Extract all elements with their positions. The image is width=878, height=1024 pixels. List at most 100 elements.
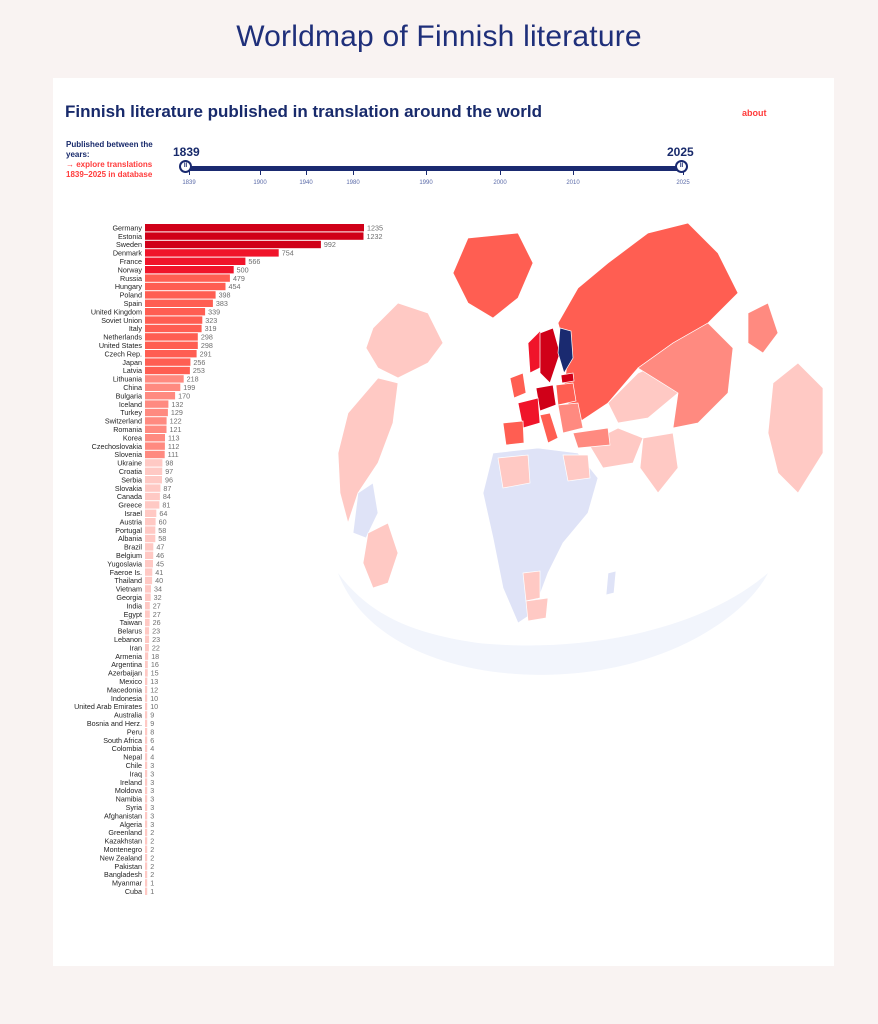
country-japan[interactable] bbox=[747, 302, 779, 354]
bar[interactable] bbox=[145, 812, 148, 820]
bar[interactable] bbox=[145, 870, 148, 879]
bar[interactable] bbox=[145, 224, 364, 232]
bar[interactable] bbox=[145, 635, 150, 643]
bar[interactable] bbox=[145, 543, 154, 551]
bar[interactable] bbox=[145, 375, 184, 383]
bar-row[interactable]: Chile 3 bbox=[126, 761, 155, 770]
bar-row[interactable]: Namibia 3 bbox=[116, 795, 155, 804]
world-map[interactable] bbox=[278, 193, 828, 693]
bar-row[interactable]: Switzerland 122 bbox=[105, 417, 182, 426]
bar-row[interactable]: India 27 bbox=[126, 601, 160, 610]
bar-row[interactable]: Moldova 3 bbox=[115, 786, 154, 795]
bar[interactable] bbox=[145, 392, 176, 400]
bar[interactable] bbox=[145, 593, 151, 601]
bar-row[interactable]: Croatia 97 bbox=[119, 467, 173, 476]
bar-row[interactable]: Azerbaijan 15 bbox=[108, 669, 159, 678]
bar[interactable] bbox=[145, 534, 156, 543]
bar[interactable] bbox=[145, 324, 202, 333]
bar[interactable] bbox=[145, 862, 148, 870]
bar-row[interactable]: Montenegro 2 bbox=[104, 845, 155, 854]
bar[interactable] bbox=[145, 770, 148, 778]
bar-row[interactable]: Russia 479 bbox=[120, 274, 245, 283]
bar[interactable] bbox=[145, 518, 156, 526]
bar[interactable] bbox=[145, 879, 148, 887]
country-china[interactable] bbox=[637, 322, 734, 429]
bar-row[interactable]: Thailand 40 bbox=[114, 576, 163, 585]
country-algeria[interactable] bbox=[497, 454, 531, 489]
country-south-africa[interactable] bbox=[525, 597, 549, 622]
bar-row[interactable]: Iraq 3 bbox=[130, 769, 155, 778]
bar-row[interactable]: Estonia 1232 bbox=[118, 232, 382, 241]
bar-row[interactable]: Afghanistan 3 bbox=[104, 811, 154, 820]
bar-row[interactable]: Slovenia 111 bbox=[114, 450, 178, 459]
bar[interactable] bbox=[145, 686, 148, 694]
bar-row[interactable]: Czech Rep. 291 bbox=[104, 349, 211, 358]
bar[interactable] bbox=[145, 417, 167, 425]
bar-row[interactable]: Vietnam 34 bbox=[116, 585, 162, 594]
bar-row[interactable]: United States 298 bbox=[99, 341, 213, 350]
bar[interactable] bbox=[145, 240, 321, 249]
country-africa-north[interactable] bbox=[482, 447, 599, 624]
bar[interactable] bbox=[145, 694, 148, 702]
bar-row[interactable]: Turkey 129 bbox=[120, 408, 183, 417]
bar[interactable] bbox=[145, 266, 234, 274]
bar[interactable] bbox=[145, 711, 148, 719]
bar-row[interactable]: Bosnia and Herz. 9 bbox=[87, 719, 154, 728]
bar-row[interactable]: Lebanon 23 bbox=[114, 635, 160, 644]
bar[interactable] bbox=[145, 753, 148, 761]
bar[interactable] bbox=[145, 728, 148, 736]
bar[interactable] bbox=[145, 425, 167, 433]
country-united-kingdom[interactable] bbox=[509, 372, 527, 399]
bar-row[interactable]: Armenia 18 bbox=[115, 652, 159, 661]
bar[interactable] bbox=[145, 610, 150, 618]
bar[interactable] bbox=[145, 744, 148, 753]
bar[interactable] bbox=[145, 299, 213, 307]
bar-row[interactable]: Israel 64 bbox=[124, 509, 167, 518]
bar-row[interactable]: Algeria 3 bbox=[120, 820, 155, 829]
bar-row[interactable]: Iceland 132 bbox=[119, 400, 184, 409]
bar-row[interactable]: Lithuania 218 bbox=[113, 375, 199, 384]
country-finland[interactable] bbox=[557, 327, 574, 374]
start-year-handle[interactable]: II bbox=[179, 160, 192, 173]
bar[interactable] bbox=[145, 828, 148, 837]
bar[interactable] bbox=[145, 719, 148, 727]
bar[interactable] bbox=[145, 274, 230, 282]
bar-row[interactable]: Egypt 27 bbox=[124, 610, 161, 619]
bar-row[interactable]: France 566 bbox=[120, 257, 261, 266]
bar[interactable] bbox=[145, 333, 198, 341]
bar[interactable] bbox=[145, 568, 153, 576]
bar[interactable] bbox=[145, 308, 206, 316]
bar-row[interactable]: Austria 60 bbox=[120, 517, 167, 526]
bar-row[interactable]: Romania 121 bbox=[113, 425, 181, 434]
end-year-handle[interactable]: II bbox=[675, 160, 688, 173]
bar-row[interactable]: Serbia 96 bbox=[121, 475, 173, 484]
country-france[interactable] bbox=[517, 397, 541, 429]
bar-row[interactable]: Cuba 1 bbox=[125, 887, 154, 896]
bar-row[interactable]: China 199 bbox=[123, 383, 195, 392]
country-sweden[interactable] bbox=[539, 327, 561, 384]
bar-row[interactable]: Colombia 4 bbox=[112, 744, 155, 753]
bar[interactable] bbox=[145, 820, 148, 828]
bar-row[interactable]: Greenland 2 bbox=[108, 828, 154, 837]
country-india[interactable] bbox=[639, 432, 679, 494]
country-balkans[interactable] bbox=[557, 402, 584, 434]
bar[interactable] bbox=[145, 761, 148, 769]
bar[interactable] bbox=[145, 644, 149, 652]
bar-row[interactable]: Bulgaria 170 bbox=[116, 391, 191, 400]
bar[interactable] bbox=[145, 551, 154, 559]
about-link[interactable]: about bbox=[742, 108, 767, 118]
bar-row[interactable]: United Kingdom 339 bbox=[91, 307, 220, 316]
bar[interactable] bbox=[145, 618, 150, 627]
bar-row[interactable]: United Arab Emirates 10 bbox=[74, 702, 158, 711]
bar-row[interactable]: Kazakhstan 2 bbox=[104, 837, 154, 846]
bar[interactable] bbox=[145, 845, 148, 853]
bar-row[interactable]: Faeroe Is. 41 bbox=[110, 568, 164, 577]
year-range-track[interactable] bbox=[186, 166, 681, 171]
bar[interactable] bbox=[145, 341, 198, 349]
bar-row[interactable]: Korea 113 bbox=[123, 433, 180, 442]
bar-row[interactable]: Norway 500 bbox=[118, 265, 249, 274]
bar-row[interactable]: New Zealand 2 bbox=[100, 853, 155, 862]
bar-row[interactable]: Georgia 32 bbox=[116, 593, 161, 602]
bar[interactable] bbox=[145, 669, 148, 677]
bar-row[interactable]: Japan 256 bbox=[122, 358, 205, 367]
